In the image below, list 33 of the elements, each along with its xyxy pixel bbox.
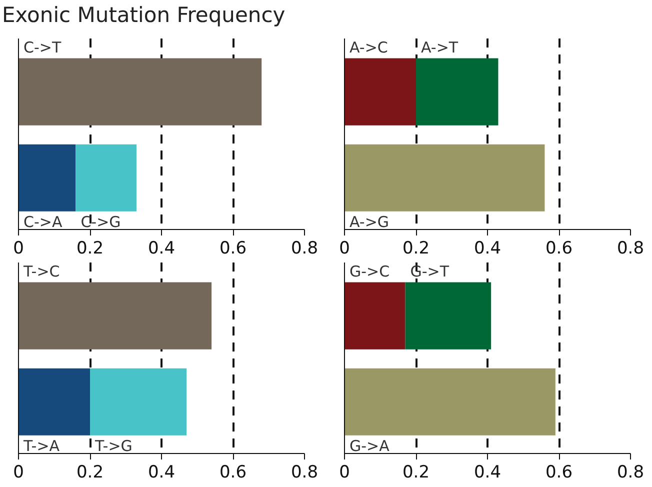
series-label: T->C: [22, 262, 60, 281]
x-tick-label: 0: [13, 238, 24, 258]
x-tick-label: 0.4: [148, 462, 176, 482]
x-tick-label: 0.4: [474, 238, 502, 258]
x-tick-label: 0.4: [474, 462, 502, 482]
x-tick-label: 0.2: [76, 462, 104, 482]
x-tick-label: 0.2: [402, 238, 430, 258]
series-label: C->A: [24, 213, 63, 232]
series-label: C->G: [80, 213, 121, 232]
x-tick-label: 0.6: [219, 462, 247, 482]
x-tick-label: 0: [13, 462, 24, 482]
series-label: T->A: [22, 437, 60, 456]
x-tick-label: 0.2: [76, 238, 104, 258]
series-label: G->C: [350, 262, 390, 281]
x-tick-label: 0.8: [616, 462, 644, 482]
x-tick-label: 0.8: [616, 238, 644, 258]
series-label: G->A: [350, 437, 390, 456]
series-label: A->T: [421, 38, 459, 57]
x-tick-label: 0.2: [402, 462, 430, 482]
series-label: A->G: [350, 213, 390, 232]
x-tick-label: 0.8: [290, 462, 318, 482]
x-tick-label: 0.6: [219, 238, 247, 258]
series-label: A->C: [350, 38, 388, 57]
x-tick-label: 0.4: [148, 238, 176, 258]
x-tick-label: 0: [339, 462, 350, 482]
x-tick-label: 0.6: [545, 238, 573, 258]
chart-title: Exonic Mutation Frequency: [2, 2, 286, 29]
x-tick-label: 0.8: [290, 238, 318, 258]
x-tick-label: 0: [339, 238, 350, 258]
x-tick-label: 0.6: [545, 462, 573, 482]
series-label: C->T: [24, 38, 62, 57]
series-label: G->T: [410, 262, 450, 281]
series-label: T->G: [94, 437, 132, 456]
